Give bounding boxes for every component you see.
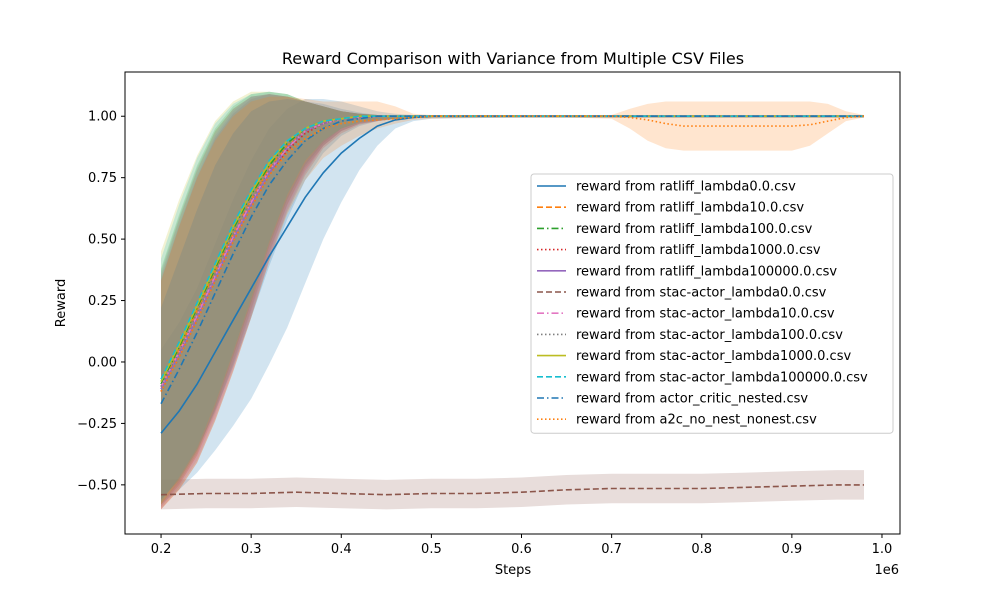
x-tick-label: 0.7 — [601, 542, 622, 557]
legend-label-stac-actor-lambda10-0: reward from stac-actor_lambda10.0.csv — [576, 307, 835, 322]
variance-band-ratliff-lambda1000-0 — [161, 94, 864, 510]
variance-band-ratliff-lambda100000-0 — [161, 94, 864, 510]
x-tick-label: 0.3 — [241, 542, 262, 557]
variance-band-ratliff-lambda100-0 — [161, 91, 864, 505]
chart-title: Reward Comparison with Variance from Mul… — [282, 49, 744, 68]
x-tick-label: 0.4 — [331, 542, 352, 557]
variance-band-stac-actor-lambda1000-0 — [161, 91, 864, 505]
x-axis-ticks: 0.2 0.3 0.4 0.5 0.6 0.7 0.8 0.9 1.0 — [151, 534, 893, 557]
y-tick-label: 0.00 — [88, 355, 117, 370]
plot-area-frame — [124, 71, 901, 535]
x-tick-label: 0.8 — [691, 542, 712, 557]
legend-label-ratliff-lambda10-0: reward from ratliff_lambda10.0.csv — [576, 201, 804, 216]
y-tick-label: 1.00 — [88, 110, 117, 125]
y-tick-label: −0.25 — [77, 417, 117, 432]
y-tick-label: 0.50 — [88, 233, 117, 248]
variance-band-ratliff-lambda10-0 — [161, 94, 864, 505]
variance-band-actor-critic-nested — [161, 99, 864, 500]
legend-label-stac-actor-lambda100-0: reward from stac-actor_lambda100.0.csv — [576, 328, 843, 343]
legend-label-ratliff-lambda0-0: reward from ratliff_lambda0.0.csv — [576, 180, 796, 195]
legend-label-stac-actor-lambda100000-0: reward from stac-actor_lambda100000.0.cs… — [576, 370, 868, 385]
legend-label-ratliff-lambda100000-0: reward from ratliff_lambda100000.0.csv — [576, 264, 837, 279]
legend-label-ratliff-lambda1000-0: reward from ratliff_lambda1000.0.csv — [576, 243, 821, 258]
x-tick-label: 1.0 — [872, 542, 893, 557]
y-tick-label: 0.75 — [88, 171, 117, 186]
variance-bands — [161, 91, 864, 510]
variance-band-stac-actor-lambda100000-0 — [161, 91, 864, 503]
variance-band-stac-actor-lambda10-0 — [161, 94, 864, 507]
y-axis-label: Reward — [54, 279, 69, 327]
variance-band-ratliff-lambda0-0 — [161, 99, 864, 505]
variance-band-a2c-no-nest-nonest — [161, 96, 864, 510]
legend-label-actor-critic-nested: reward from actor_critic_nested.csv — [576, 392, 808, 407]
y-tick-label: 0.25 — [88, 294, 117, 309]
variance-band-stac-actor-lambda100-0 — [161, 94, 864, 507]
x-axis-offset-label: 1e6 — [874, 563, 899, 578]
y-axis-ticks: −0.50 −0.25 0.00 0.25 0.50 0.75 1.00 — [77, 110, 125, 493]
legend-label-a2c-no-nest-nonest: reward from a2c_no_nest_nonest.csv — [576, 413, 817, 428]
x-tick-label: 0.9 — [782, 542, 803, 557]
variance-band-stac-actor-lambda0-0 — [161, 470, 864, 510]
x-tick-label: 0.5 — [421, 542, 442, 557]
series-line-stac-actor-lambda0-0 — [160, 484, 864, 496]
legend-label-ratliff-lambda100-0: reward from ratliff_lambda100.0.csv — [576, 222, 813, 237]
x-axis-label: Steps — [495, 563, 532, 578]
legend-label-stac-actor-lambda0-0: reward from stac-actor_lambda0.0.csv — [576, 286, 827, 301]
x-tick-label: 0.2 — [151, 542, 172, 557]
y-tick-label: −0.50 — [77, 478, 117, 493]
legend-label-stac-actor-lambda1000-0: reward from stac-actor_lambda1000.0.csv — [576, 349, 851, 364]
series-lines — [160, 115, 865, 496]
x-tick-label: 0.6 — [511, 542, 532, 557]
legend-box — [530, 173, 894, 434]
legend: reward from ratliff_lambda0.0.csvreward … — [530, 173, 894, 434]
